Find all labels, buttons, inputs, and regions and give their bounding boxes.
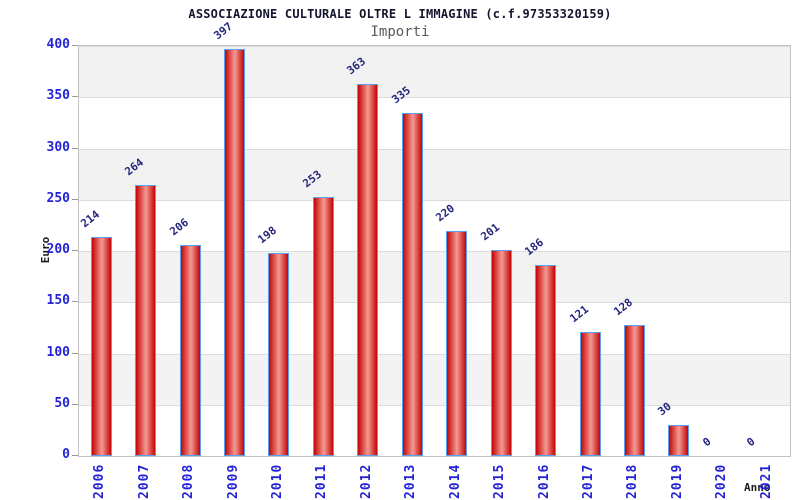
plot-band (79, 199, 790, 251)
plot-area: 214 264 206 397 198 253 363 335 220 201 186 121 128 3… (78, 20, 791, 457)
gridline (79, 251, 790, 252)
y-tick-label: 150 (46, 293, 70, 309)
x-tick-label-2011: 2011 (314, 463, 330, 499)
bar-2018 (623, 324, 645, 456)
gridline (79, 97, 790, 99)
gridline (79, 46, 790, 47)
x-tick-label-2019: 2019 (669, 463, 685, 499)
bar-2012 (357, 83, 379, 456)
y-tick-label: 200 (46, 242, 70, 257)
gridline (79, 404, 790, 406)
plot-band (79, 97, 790, 149)
y-tick-mark (72, 250, 78, 251)
bar-2010 (268, 253, 290, 456)
gridline (79, 199, 790, 201)
gridline (79, 302, 790, 304)
x-tick-label-2014: 2014 (447, 463, 463, 499)
chart-subtitle: Importi (370, 24, 430, 40)
y-tick-label: 250 (46, 190, 70, 206)
bar-2006 (90, 236, 112, 456)
x-tick-label-2009: 2009 (225, 463, 241, 499)
x-tick-label-2015: 2015 (492, 463, 508, 499)
plot-band (79, 46, 790, 98)
bar-2019 (668, 425, 690, 456)
y-tick-label: 300 (46, 139, 70, 155)
y-tick-mark (72, 198, 78, 200)
x-tick-label-2010: 2010 (269, 463, 285, 499)
plot-band (79, 148, 790, 200)
y-tick-label: 100 (46, 344, 70, 360)
x-tick-label-2016: 2016 (536, 463, 552, 499)
y-tick-label: 350 (46, 88, 70, 104)
y-tick-mark (72, 455, 78, 456)
y-tick-label: 50 (54, 395, 70, 411)
x-tick-label-2020: 2020 (714, 463, 730, 499)
gridline (79, 148, 790, 150)
bar-2011 (312, 196, 334, 456)
y-tick-label: 0 (62, 447, 70, 462)
x-tick-label-2008: 2008 (181, 463, 197, 499)
x-tick-label-2013: 2013 (403, 463, 419, 499)
bar-2008 (179, 244, 201, 456)
x-tick-label-2018: 2018 (625, 463, 641, 499)
y-tick-mark (72, 96, 78, 98)
y-tick-mark (72, 352, 78, 354)
x-tick-label-2006: 2006 (92, 463, 108, 499)
x-tick-label-2007: 2007 (136, 463, 152, 499)
x-tick-label-2017: 2017 (581, 463, 597, 499)
bar-2016 (535, 265, 557, 456)
y-tick-label: 400 (46, 37, 70, 52)
bar-2009 (224, 49, 246, 456)
bar-2017 (579, 331, 601, 456)
bar-2007 (135, 185, 157, 456)
bar-2013 (401, 112, 423, 456)
gridline (79, 353, 790, 355)
y-tick-mark (72, 147, 78, 149)
bar-2015 (490, 249, 512, 456)
y-tick-mark (72, 301, 78, 303)
x-axis-title: Anno (744, 481, 771, 494)
chart-title: ASSOCIAZIONE CULTURALE OLTRE L IMMAGINE … (188, 7, 612, 21)
bar-2014 (446, 230, 468, 456)
x-tick-label-2021: 2021 (758, 463, 774, 499)
x-tick-label-2012: 2012 (358, 463, 374, 499)
y-tick-mark (72, 403, 78, 405)
y-tick-mark (72, 45, 78, 46)
